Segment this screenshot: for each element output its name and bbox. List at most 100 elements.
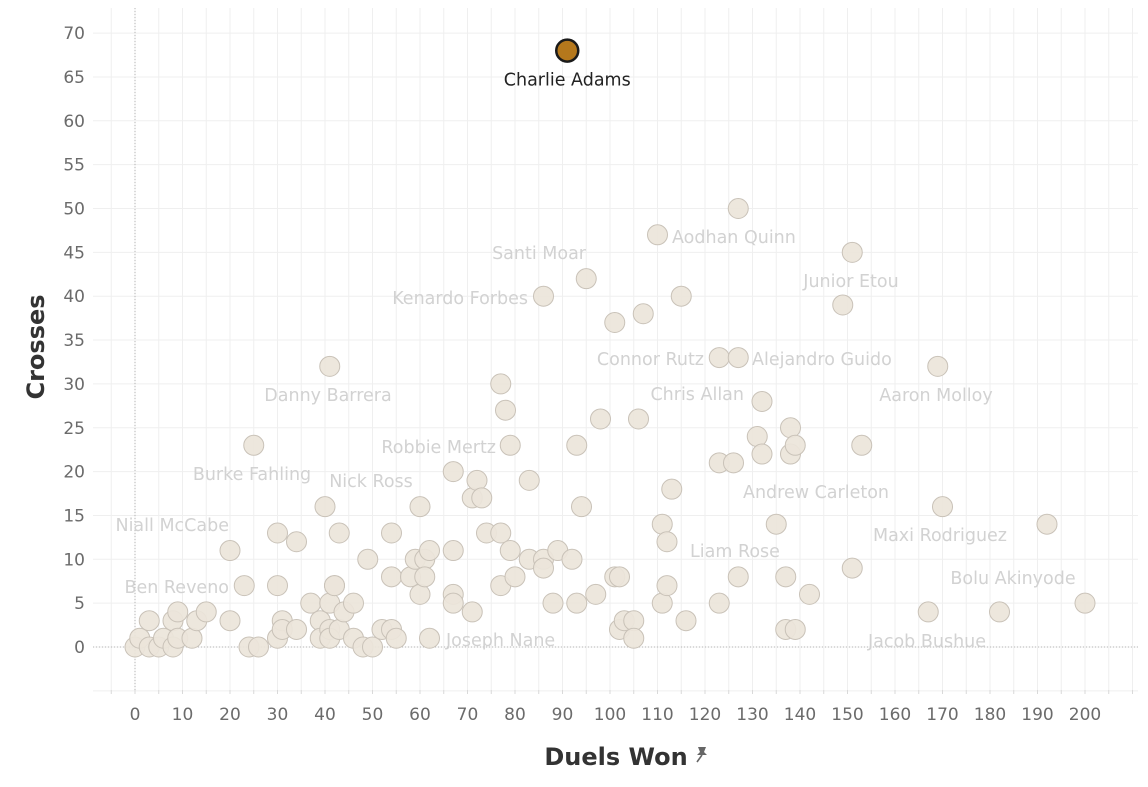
- y-tick-label: 20: [63, 463, 85, 483]
- point-label: Nick Ross: [329, 472, 413, 492]
- data-point: [362, 636, 383, 658]
- point-label: Chris Allan: [650, 385, 744, 405]
- data-point: [623, 627, 645, 649]
- data-points: [124, 38, 1096, 658]
- data-point: [708, 592, 730, 614]
- y-tick-label: 50: [63, 200, 85, 220]
- data-point: [727, 198, 749, 219]
- point-label: Joseph Nane: [445, 631, 555, 651]
- data-point: [495, 399, 516, 421]
- data-point: [841, 241, 863, 263]
- point-label: Ben Reveno: [125, 578, 230, 598]
- x-tick-label: 200: [1069, 705, 1101, 725]
- y-tick-label: 25: [63, 419, 85, 439]
- x-tick-label: 0: [130, 705, 141, 725]
- data-point: [623, 610, 645, 632]
- data-point: [708, 347, 730, 369]
- data-point: [319, 355, 341, 377]
- x-tick-label: 180: [974, 705, 1006, 725]
- point-labels: Charlie Adams Aodhan Quinn Santi Moar Kenar…: [115, 71, 1075, 652]
- data-point: [419, 627, 440, 649]
- data-point: [499, 434, 521, 456]
- x-tick-label: 10: [172, 705, 194, 725]
- highlight-label: Charlie Adams: [504, 71, 631, 91]
- data-point: [409, 496, 431, 518]
- data-point: [784, 618, 806, 640]
- x-tick-label: 190: [1021, 705, 1053, 725]
- data-point: [286, 531, 307, 553]
- x-tick-label: 30: [267, 705, 289, 725]
- data-point: [585, 583, 607, 605]
- point-label: Niall McCabe: [115, 516, 229, 536]
- point-label: Robbie Mertz: [381, 438, 496, 458]
- y-tick-label: 30: [63, 375, 85, 395]
- point-label: Maxi Rodriguez: [873, 526, 1007, 546]
- data-point: [656, 575, 678, 597]
- data-point: [248, 636, 269, 658]
- data-point: [343, 592, 364, 614]
- data-point: [442, 540, 464, 562]
- data-point: [267, 575, 288, 597]
- x-tick-label: 120: [689, 705, 721, 725]
- point-label: Santi Moar: [492, 244, 587, 264]
- data-point: [651, 592, 673, 614]
- data-point: [780, 417, 801, 439]
- pin-icon[interactable]: [696, 747, 707, 763]
- point-label: Bolu Akinyode: [950, 569, 1075, 589]
- y-tick-label: 55: [63, 156, 85, 176]
- x-tick-label: 130: [736, 705, 768, 725]
- y-tick-label: 40: [63, 287, 85, 307]
- y-tick-label: 5: [74, 594, 85, 614]
- data-point: [471, 487, 493, 509]
- point-label: Liam Rose: [690, 542, 780, 562]
- data-point: [314, 496, 336, 518]
- data-point: [746, 426, 768, 448]
- data-point: [466, 469, 488, 491]
- x-axis-title: Duels Won: [544, 743, 687, 771]
- data-point: [138, 610, 160, 632]
- point-label: Danny Barrera: [264, 386, 391, 406]
- data-point: [609, 566, 630, 588]
- data-point: [727, 566, 749, 588]
- data-point: [675, 610, 697, 632]
- data-point: [1036, 513, 1058, 535]
- data-point: [932, 496, 953, 518]
- data-point: [243, 434, 265, 456]
- data-point: [300, 592, 322, 614]
- y-tick-label: 60: [63, 112, 85, 132]
- x-tick-label: 100: [594, 705, 626, 725]
- data-point: [518, 469, 540, 491]
- data-point: [832, 294, 854, 316]
- data-point: [409, 583, 431, 605]
- data-point: [765, 513, 787, 535]
- x-tick-label: 70: [457, 705, 479, 725]
- y-tick-label: 0: [74, 638, 85, 658]
- data-point: [661, 478, 683, 500]
- y-tick-label: 15: [63, 506, 85, 526]
- point-label: Connor Rutz: [597, 350, 704, 370]
- point-label: Alejandro Guido: [752, 350, 892, 370]
- data-point: [381, 566, 402, 588]
- point-label: Aaron Molloy: [879, 386, 992, 406]
- x-tick-label: 170: [926, 705, 958, 725]
- data-point: [799, 583, 820, 605]
- y-tick-label: 70: [63, 24, 85, 44]
- data-point: [499, 540, 521, 562]
- x-tick-label: 20: [219, 705, 241, 725]
- y-tick-label: 65: [63, 68, 85, 88]
- highlight-point: [555, 38, 580, 63]
- point-label: Kenardo Forbes: [392, 289, 528, 309]
- data-point: [195, 601, 217, 623]
- data-point: [670, 285, 692, 307]
- data-point: [233, 575, 255, 597]
- data-point: [219, 610, 241, 632]
- x-tick-label: 140: [784, 705, 816, 725]
- data-point: [381, 522, 402, 544]
- data-point: [286, 618, 307, 640]
- data-point: [542, 592, 564, 614]
- data-point: [784, 434, 806, 456]
- point-label: Burke Fahling: [193, 465, 311, 485]
- data-point: [989, 601, 1010, 623]
- y-tick-label: 35: [63, 331, 85, 351]
